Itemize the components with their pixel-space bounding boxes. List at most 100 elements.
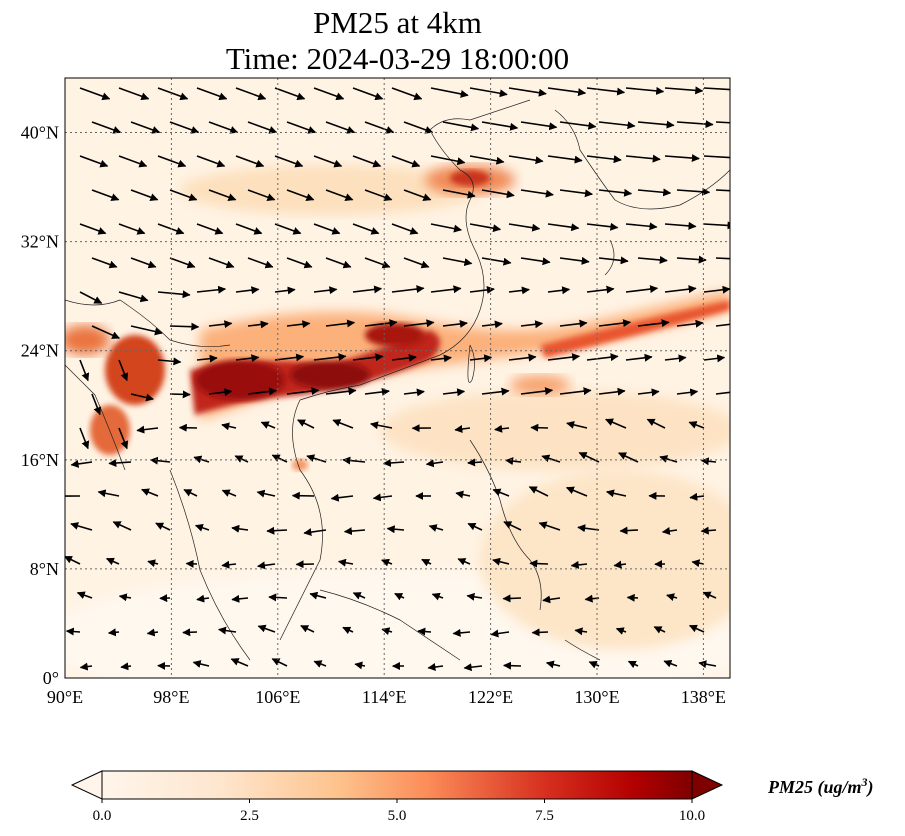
wind-arrow bbox=[520, 121, 558, 131]
wind-arrow bbox=[467, 458, 483, 467]
wind-arrow bbox=[664, 154, 700, 163]
wind-arrow bbox=[664, 86, 704, 95]
wind-arrow bbox=[430, 354, 452, 363]
wind-arrow bbox=[112, 521, 132, 531]
wind-arrow bbox=[427, 663, 444, 671]
wind-arrow bbox=[637, 255, 668, 264]
wind-arrow bbox=[257, 624, 276, 633]
wind-arrow bbox=[352, 353, 384, 362]
wind-arrow bbox=[274, 155, 304, 168]
wind-arrow bbox=[130, 393, 154, 402]
wind-arrow bbox=[352, 285, 383, 294]
wind-arrow bbox=[118, 593, 132, 602]
wind-arrow bbox=[313, 286, 338, 295]
wind-arrow bbox=[442, 121, 480, 132]
wind-arrow bbox=[221, 560, 237, 569]
wind-arrow bbox=[664, 285, 697, 294]
wind-arrow bbox=[196, 285, 227, 294]
wind-arrow bbox=[257, 561, 276, 570]
wind-vectors bbox=[65, 86, 730, 672]
wind-arrow bbox=[547, 87, 587, 97]
wind-arrow bbox=[192, 660, 210, 668]
wind-arrow bbox=[274, 286, 296, 295]
coastlines bbox=[65, 99, 730, 661]
wind-arrow bbox=[547, 286, 571, 295]
wind-arrow bbox=[637, 319, 670, 328]
wind-arrow bbox=[469, 285, 495, 294]
wind-arrow bbox=[663, 659, 678, 668]
wind-arrow bbox=[79, 291, 103, 304]
wind-arrow bbox=[508, 155, 544, 165]
colorbar-ticks: 0.0 2.5 5.0 7.5 10.0 bbox=[93, 799, 705, 824]
colorbar: 0.0 2.5 5.0 7.5 10.0 PM25 (ug/m3) bbox=[70, 770, 874, 824]
wind-arrow bbox=[689, 492, 705, 501]
wind-arrow bbox=[703, 155, 730, 159]
wind-arrow bbox=[118, 87, 150, 101]
wind-arrow bbox=[352, 155, 382, 168]
wind-arrow bbox=[247, 121, 278, 134]
wind-arrow bbox=[391, 285, 425, 294]
wind-arrow bbox=[370, 421, 393, 430]
wind-arrow bbox=[637, 388, 660, 397]
wind-arrow bbox=[625, 86, 665, 95]
wind-arrow bbox=[354, 661, 366, 670]
wind-arrow bbox=[428, 524, 444, 532]
wind-arrow bbox=[688, 421, 705, 429]
wind-arrow bbox=[442, 388, 466, 397]
wind-arrow bbox=[559, 189, 593, 198]
wind-arrow bbox=[625, 353, 653, 362]
wind-arrow bbox=[303, 528, 327, 537]
wind-arrow bbox=[391, 155, 421, 168]
colorbar-label: PM25 (ug/m3) bbox=[767, 775, 874, 798]
wind-arrow bbox=[234, 455, 249, 463]
wind-arrow bbox=[118, 155, 148, 168]
wind-arrow bbox=[247, 320, 269, 329]
wind-arrow bbox=[598, 188, 633, 197]
wind-arrow bbox=[469, 223, 502, 233]
wind-arrow bbox=[430, 87, 469, 98]
wind-arrow bbox=[613, 560, 627, 569]
map-panel bbox=[65, 78, 730, 678]
wind-arrow bbox=[481, 320, 503, 329]
wind-arrow bbox=[76, 591, 93, 599]
wind-arrow bbox=[570, 560, 588, 569]
wind-arrow bbox=[235, 354, 260, 363]
wind-arrow bbox=[271, 658, 288, 667]
wind-arrow bbox=[538, 521, 561, 531]
wind-arrow bbox=[208, 121, 239, 134]
latitude-tick-labels: 0° 8°N 16°N 24°N 32°N 40°N bbox=[21, 123, 59, 688]
wind-arrow bbox=[547, 223, 580, 232]
colorbar-min-extend bbox=[70, 770, 103, 800]
wind-arrow bbox=[508, 223, 541, 232]
lat-tick-label: 40°N bbox=[21, 123, 59, 143]
wind-arrow bbox=[586, 353, 619, 362]
wind-arrow bbox=[508, 87, 547, 97]
wind-arrow bbox=[108, 459, 132, 467]
wind-arrow bbox=[364, 319, 398, 328]
wind-arrow bbox=[364, 257, 391, 269]
wind-arrow bbox=[118, 291, 149, 303]
lat-tick-label: 32°N bbox=[21, 232, 59, 252]
wind-arrow bbox=[442, 319, 468, 328]
wind-arrow bbox=[169, 121, 200, 134]
wind-arrow bbox=[141, 488, 159, 497]
wind-arrow bbox=[157, 290, 191, 299]
wind-arrow bbox=[330, 493, 354, 502]
wind-arrow bbox=[442, 189, 476, 199]
wind-arrow bbox=[325, 257, 352, 269]
colorbar-tick-label: 5.0 bbox=[388, 808, 407, 824]
wind-arrow bbox=[691, 559, 705, 568]
wind-arrow bbox=[494, 424, 510, 433]
wind-arrow bbox=[313, 155, 343, 168]
wind-arrow bbox=[502, 594, 522, 603]
wind-arrow bbox=[169, 257, 196, 269]
wind-arrow bbox=[586, 222, 619, 231]
wind-arrow bbox=[146, 628, 159, 637]
wind-arrow bbox=[598, 319, 632, 328]
wind-arrow bbox=[169, 322, 200, 331]
wind-arrow bbox=[325, 121, 356, 134]
wind-arrow bbox=[520, 320, 544, 329]
wind-arrow bbox=[637, 188, 672, 197]
wind-arrow bbox=[231, 594, 249, 603]
wind-arrow bbox=[364, 121, 395, 134]
